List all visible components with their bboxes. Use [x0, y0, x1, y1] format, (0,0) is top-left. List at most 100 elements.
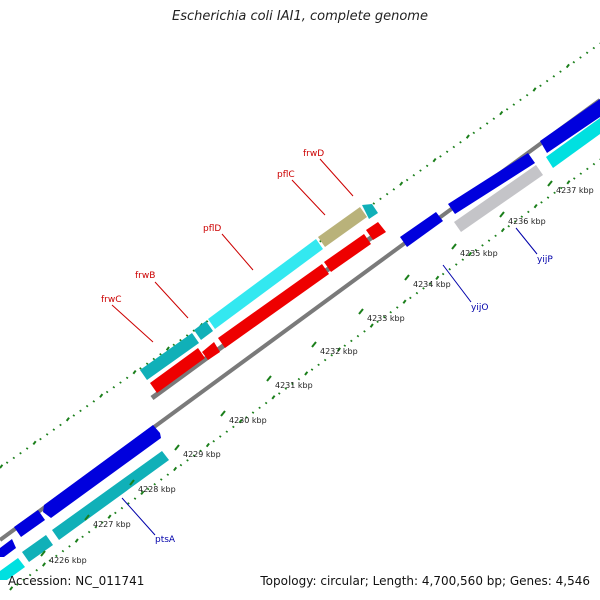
- scale-tick-mark: [84, 514, 90, 521]
- gc-tick: [539, 84, 542, 88]
- gc-tick: [552, 75, 556, 78]
- gene-label-leader: [154, 281, 189, 319]
- gc-tick: [395, 306, 399, 309]
- gene-label[interactable]: frwB: [135, 271, 155, 281]
- gc-tick: [192, 329, 196, 332]
- gc-tick: [439, 155, 442, 158]
- gc-tick: [402, 299, 407, 304]
- gene-label[interactable]: yijO: [471, 303, 488, 313]
- gc-tick: [165, 346, 170, 351]
- gc-tick: [140, 490, 145, 496]
- gc-tick: [199, 449, 202, 453]
- cds-frwD[interactable]: [366, 222, 386, 240]
- cds-forward[interactable]: [43, 425, 161, 518]
- cds-forward[interactable]: [540, 99, 600, 153]
- cds-frwC-ref[interactable]: [140, 333, 199, 380]
- gc-tick: [152, 357, 156, 361]
- scale-tick-label: 4229 kbp: [183, 450, 221, 459]
- gc-tick: [445, 150, 449, 153]
- gc-tick: [173, 466, 178, 472]
- gc-tick: [232, 425, 235, 429]
- cds-reverse[interactable]: [546, 118, 600, 168]
- gene-label[interactable]: ptsA: [155, 535, 176, 545]
- gc-tick: [533, 203, 538, 209]
- cds-reverse[interactable]: [52, 451, 169, 540]
- gc-tick: [330, 354, 333, 357]
- gc-tick: [61, 549, 65, 553]
- gc-tick: [553, 191, 556, 195]
- gene-label[interactable]: yijP: [537, 255, 553, 265]
- gc-tick: [145, 362, 149, 365]
- gc-tick: [105, 390, 109, 394]
- cds-pflC-ref[interactable]: [318, 207, 367, 247]
- cds-reverse[interactable]: [0, 558, 25, 580]
- highlighted-gene-region: [140, 204, 386, 393]
- gc-tick: [379, 197, 382, 201]
- accession-label: Accession: NC_011741: [8, 574, 145, 588]
- map-title: Escherichia coli IAI1, complete genome: [172, 9, 428, 24]
- cds-pflD-ref[interactable]: [208, 239, 323, 329]
- gc-tick: [492, 117, 496, 120]
- gc-tick: [39, 437, 42, 441]
- gc-tick: [428, 282, 432, 285]
- gc-tick: [48, 559, 52, 562]
- cds-frwC[interactable]: [150, 348, 205, 393]
- forward-strand-track: [0, 99, 600, 557]
- gene-label-leader: [111, 304, 154, 343]
- gc-tick: [485, 122, 489, 125]
- gc-tick: [343, 344, 347, 347]
- scale-tick-mark: [40, 550, 46, 557]
- gc-tick: [356, 334, 360, 338]
- cds-pflC[interactable]: [324, 234, 371, 272]
- cds-forward[interactable]: [448, 153, 535, 214]
- gc-tick: [153, 483, 156, 486]
- gc-tick: [119, 381, 122, 384]
- gc-tick: [369, 323, 374, 328]
- gc-tick: [559, 186, 563, 190]
- scale-tick-label: 4228 kbp: [138, 485, 176, 494]
- gc-tick: [559, 70, 562, 73]
- scale-tick-mark: [358, 308, 364, 315]
- gc-tick: [409, 296, 412, 300]
- cds-forward[interactable]: [400, 212, 443, 247]
- scale-tick-mark: [451, 243, 457, 250]
- cds-forward[interactable]: [14, 510, 45, 537]
- gc-tick: [454, 263, 458, 266]
- gc-tick: [461, 258, 465, 261]
- gc-tick: [585, 51, 589, 55]
- gc-tick: [68, 545, 71, 548]
- scale-tick-mark: [174, 444, 180, 451]
- gene-label[interactable]: pflC: [277, 170, 295, 180]
- genome-summary: Topology: circular; Length: 4,700,560 bp…: [260, 574, 590, 588]
- gene-label[interactable]: pflD: [203, 224, 221, 234]
- gene-label[interactable]: frwD: [303, 149, 324, 159]
- cds-reverse[interactable]: [22, 535, 53, 562]
- gene-label[interactable]: frwC: [101, 295, 122, 305]
- gc-tick: [527, 210, 530, 214]
- cds-forward[interactable]: [0, 539, 16, 557]
- gc-tick: [172, 343, 176, 347]
- cds-pflD[interactable]: [218, 264, 329, 348]
- cds-grey[interactable]: [454, 165, 543, 232]
- gc-tick: [350, 339, 353, 343]
- gc-tick: [405, 178, 409, 182]
- gc-tick: [465, 134, 470, 139]
- gc-tick: [310, 368, 314, 371]
- gc-tick: [19, 451, 22, 455]
- gc-tick: [22, 578, 25, 582]
- gc-tick: [415, 291, 419, 295]
- cds-frwB-ref[interactable]: [194, 321, 213, 340]
- gene-labels: frwC frwB pflD pflC frwD ptsA yijO yijP: [101, 149, 553, 545]
- cds-frwD-ref[interactable]: [362, 204, 378, 219]
- gc-tick: [28, 573, 32, 577]
- gc-tick: [579, 56, 582, 59]
- gc-tick: [212, 440, 215, 443]
- cds-frwB[interactable]: [202, 342, 220, 360]
- gc-tick: [425, 164, 429, 168]
- gc-tick: [572, 60, 576, 64]
- gc-tick: [92, 400, 96, 403]
- gc-tick: [146, 487, 150, 491]
- gc-tick: [179, 338, 182, 342]
